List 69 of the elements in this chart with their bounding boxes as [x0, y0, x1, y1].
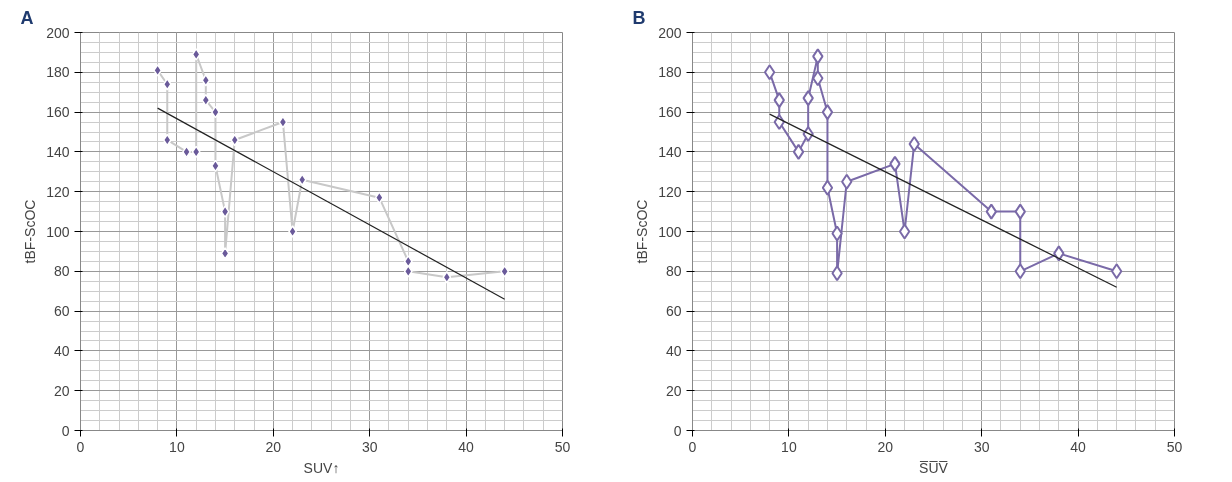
- y-tick-label: 100: [658, 223, 682, 240]
- x-tick-label: 0: [76, 438, 85, 455]
- x-tick-label: 30: [973, 438, 990, 455]
- y-tick-label: 160: [658, 104, 682, 121]
- y-tick-label: 0: [61, 422, 70, 439]
- y-tick-label: 140: [658, 143, 682, 160]
- point: [773, 92, 785, 109]
- y-tick-label: 200: [46, 24, 70, 41]
- point: [898, 223, 911, 240]
- x-tick-label: 50: [1166, 438, 1183, 455]
- y-tick-label: 160: [46, 104, 70, 121]
- y-tick-label: 80: [665, 263, 682, 280]
- point: [802, 90, 814, 107]
- point: [220, 205, 230, 218]
- x-tick-label: 40: [458, 438, 475, 455]
- x-tick-label: 40: [1070, 438, 1087, 455]
- point: [841, 173, 853, 190]
- point: [821, 179, 834, 196]
- point: [201, 93, 211, 107]
- point: [985, 203, 998, 220]
- y-tick-label: 60: [53, 303, 70, 320]
- point: [278, 115, 288, 129]
- chart-title: A: [20, 7, 34, 28]
- y-tick-label: 60: [665, 303, 682, 320]
- point: [792, 143, 805, 160]
- y-axis-title: tBF-ScOC: [634, 199, 651, 264]
- point: [230, 133, 240, 147]
- point: [1014, 203, 1026, 220]
- x-axis-title: S̅U̅V̅: [918, 459, 949, 476]
- point: [403, 265, 413, 278]
- chart-title: B: [632, 7, 646, 28]
- point: [442, 271, 452, 284]
- x-tick-label: 10: [169, 438, 185, 455]
- y-tick-label: 100: [46, 223, 70, 240]
- y-tick-label: 140: [46, 143, 70, 160]
- point: [821, 104, 834, 121]
- x-tick-label: 20: [877, 438, 894, 455]
- point: [763, 64, 776, 81]
- y-tick-label: 200: [658, 24, 682, 41]
- point: [908, 135, 920, 152]
- y-tick-label: 180: [46, 64, 70, 81]
- point: [1110, 263, 1123, 280]
- y-tick-label: 0: [673, 422, 682, 439]
- y-tick-label: 120: [658, 183, 682, 200]
- point: [889, 155, 901, 172]
- point: [500, 265, 510, 278]
- x-tick-label: 20: [265, 438, 282, 455]
- point: [812, 48, 824, 65]
- y-tick-label: 40: [53, 342, 70, 359]
- x-tick-label: 50: [554, 438, 571, 455]
- y-axis-title: tBF-ScOC: [22, 199, 39, 264]
- y-tick-label: 20: [665, 382, 682, 399]
- point: [297, 173, 307, 187]
- y-tick-label: 40: [665, 342, 682, 359]
- y-tick-label: 80: [53, 263, 70, 280]
- point: [1053, 245, 1065, 262]
- point: [831, 225, 843, 242]
- x-tick-label: 30: [361, 438, 378, 455]
- point: [812, 70, 824, 87]
- y-tick-label: 120: [46, 183, 70, 200]
- y-tick-label: 180: [658, 64, 682, 81]
- point: [1014, 263, 1026, 280]
- y-tick-label: 20: [53, 382, 70, 399]
- point: [191, 48, 201, 61]
- x-tick-label: 0: [688, 438, 697, 455]
- x-axis-title: SUV↑: [303, 459, 340, 476]
- point: [831, 265, 843, 282]
- point: [191, 145, 201, 159]
- x-tick-label: 10: [781, 438, 797, 455]
